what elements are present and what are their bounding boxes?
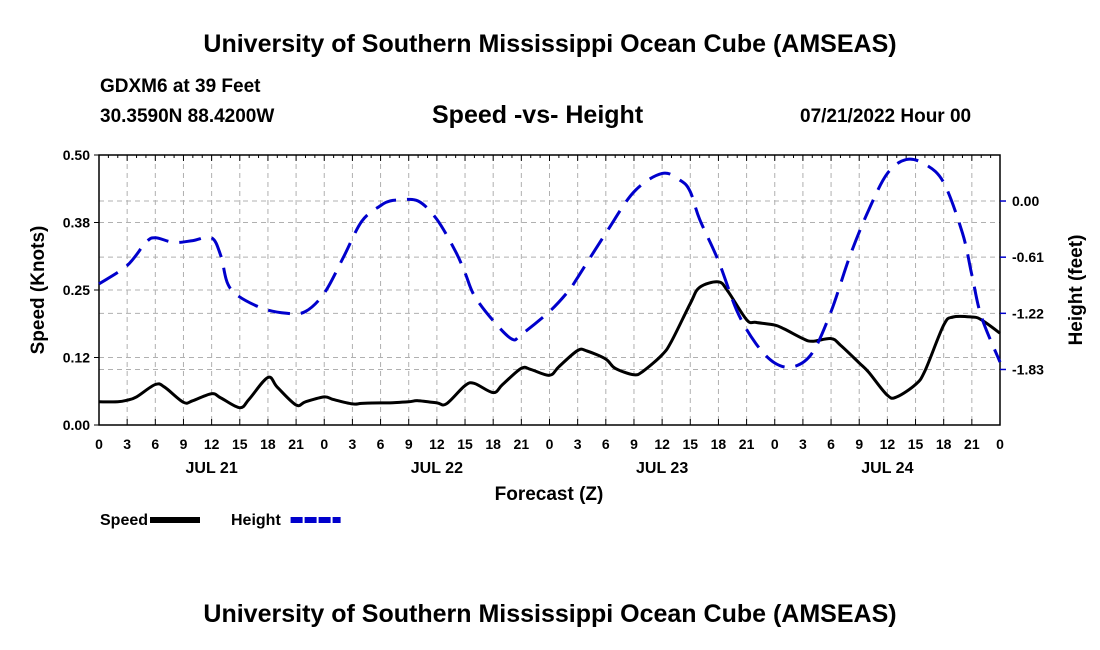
x-tick-label: 21 — [964, 436, 980, 452]
height-series-line — [98, 157, 1002, 369]
y-tick-label: 0.00 — [63, 417, 90, 433]
x-tick-label: 18 — [936, 436, 952, 452]
y-tick-label: 0.12 — [63, 350, 90, 366]
x-tick-label: 21 — [288, 436, 304, 452]
y2-axis-title: Height (feet) — [1066, 235, 1087, 346]
axes: 0 3 6 9 12 15 18 21 0 3 6 9 12 15 18 21 0 3 6 9 12 15 18 21 0 3 6 9… — [63, 147, 1044, 477]
x-tick-label: 6 — [827, 436, 835, 452]
day-label: JUL 21 — [186, 460, 238, 477]
x-tick-label: 0 — [546, 436, 554, 452]
day-label: JUL 22 — [411, 460, 463, 477]
x-tick-label: 18 — [260, 436, 276, 452]
chart-subtitle: Speed -vs- Height — [432, 101, 644, 129]
x-tick-label: 3 — [349, 436, 357, 452]
x-tick-label: 18 — [711, 436, 727, 452]
x-tick-label: 0 — [771, 436, 779, 452]
x-tick-label: 18 — [485, 436, 501, 452]
day-label: JUL 24 — [861, 460, 913, 477]
x-tick-label: 9 — [180, 436, 188, 452]
coordinates-label: 30.3590N 88.4200W — [100, 106, 275, 127]
x-tick-label: 15 — [232, 436, 248, 452]
legend: Speed Height — [100, 512, 341, 529]
station-label: GDXM6 at 39 Feet — [100, 76, 261, 97]
x-tick-label: 15 — [682, 436, 698, 452]
y2-tick-label: -1.83 — [1012, 361, 1044, 377]
legend-label-height: Height — [231, 512, 281, 529]
datetime-label: 07/21/2022 Hour 00 — [800, 106, 972, 127]
x-tick-label: 12 — [429, 436, 445, 452]
footer-title: University of Southern Mississippi Ocean… — [203, 600, 897, 628]
x-tick-label: 12 — [654, 436, 670, 452]
x-tick-label: 0 — [996, 436, 1004, 452]
x-axis-title: Forecast (Z) — [495, 484, 604, 505]
x-tick-label: 6 — [377, 436, 385, 452]
y-axis-title: Speed (Knots) — [28, 226, 49, 355]
x-tick-label: 9 — [405, 436, 413, 452]
series — [98, 157, 1002, 410]
x-tick-label: 12 — [880, 436, 896, 452]
x-tick-label: 15 — [457, 436, 473, 452]
y-tick-label: 0.50 — [63, 147, 90, 163]
x-tick-label: 0 — [320, 436, 328, 452]
legend-label-speed: Speed — [100, 512, 148, 529]
x-tick-label: 3 — [799, 436, 807, 452]
x-tick-label: 3 — [123, 436, 131, 452]
x-tick-label: 3 — [574, 436, 582, 452]
y2-tick-label: 0.00 — [1012, 193, 1039, 209]
x-tick-label: 21 — [514, 436, 530, 452]
x-tick-label: 9 — [630, 436, 638, 452]
x-tick-label: 6 — [151, 436, 159, 452]
x-tick-label: 12 — [204, 436, 220, 452]
day-label: JUL 23 — [636, 460, 688, 477]
x-tick-label: 21 — [739, 436, 755, 452]
y2-tick-label: -0.61 — [1012, 249, 1044, 265]
x-tick-label: 15 — [908, 436, 924, 452]
grid — [99, 155, 1000, 425]
y-tick-label: 0.38 — [63, 215, 90, 231]
speed-series-line — [98, 280, 1001, 410]
y2-tick-label: -1.22 — [1012, 305, 1044, 321]
x-tick-label: 0 — [95, 436, 103, 452]
x-tick-label: 6 — [602, 436, 610, 452]
y-tick-label: 0.25 — [63, 282, 90, 298]
chart-title: University of Southern Mississippi Ocean… — [203, 30, 897, 58]
x-tick-label: 9 — [855, 436, 863, 452]
